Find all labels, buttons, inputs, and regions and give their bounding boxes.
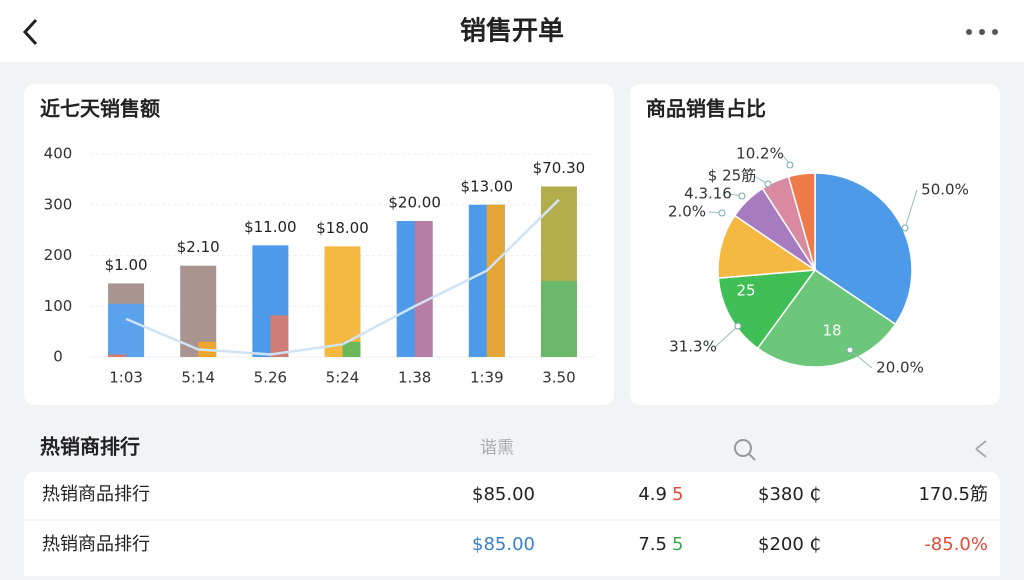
pie-annotation: 50.0% bbox=[921, 181, 969, 199]
pie-slice bbox=[787, 172, 816, 271]
x-tick-label: 1:03 bbox=[109, 369, 143, 387]
ranking-card bbox=[24, 472, 1000, 580]
search-icon[interactable] bbox=[734, 439, 756, 461]
x-tick-label: 5.26 bbox=[254, 369, 287, 387]
y-tick-label: 0 bbox=[53, 348, 63, 366]
pie-slice bbox=[756, 268, 897, 368]
row-cell: $85.00 bbox=[472, 484, 535, 505]
x-tick-label: 5:24 bbox=[326, 369, 360, 387]
pie-annotation: 10.2% bbox=[736, 145, 784, 163]
y-tick-label: 400 bbox=[44, 145, 73, 163]
row-cell: 5 bbox=[672, 484, 683, 505]
trend-line bbox=[125, 198, 560, 356]
pie-annotation: 31.3% bbox=[669, 338, 717, 356]
pie-annotation: 18 bbox=[822, 322, 841, 340]
section-title: 热销商排行 bbox=[40, 435, 140, 459]
leader-dot bbox=[734, 322, 742, 330]
leader-dot bbox=[738, 192, 746, 200]
pie-annotation: 25 bbox=[736, 282, 755, 300]
leader-dot bbox=[764, 180, 772, 188]
y-tick-label: 300 bbox=[44, 195, 73, 213]
leader-line bbox=[849, 349, 873, 369]
row-cell: $85.00 bbox=[472, 534, 535, 555]
pie-slice bbox=[717, 214, 818, 279]
row-cell: -85.0% bbox=[924, 534, 988, 555]
bar-annotation: $2.10 bbox=[177, 238, 220, 256]
row-cell: 4.9 bbox=[638, 484, 667, 505]
leader-line bbox=[904, 189, 918, 229]
row-cell: 170.5筋 bbox=[918, 484, 988, 505]
bar-card bbox=[24, 84, 614, 405]
row-cell: 热销商品排行 bbox=[42, 484, 150, 505]
pie-annotation: 4.3.16 bbox=[684, 185, 732, 203]
row-cell: 热销商品排行 bbox=[42, 534, 150, 555]
x-tick-label: 5:14 bbox=[181, 369, 215, 387]
bar bbox=[108, 354, 127, 357]
bar bbox=[414, 220, 433, 357]
more-button[interactable] bbox=[966, 29, 998, 35]
x-tick-label: 1.38 bbox=[398, 369, 431, 387]
bar-annotation: $13.00 bbox=[461, 177, 514, 195]
bar-annotation: $20.00 bbox=[388, 193, 441, 211]
leader-dot bbox=[786, 161, 794, 169]
card-title: 商品销售占比 bbox=[646, 97, 766, 121]
x-tick-label: 3.50 bbox=[542, 369, 575, 387]
column-header[interactable]: 谐熏 bbox=[480, 438, 514, 458]
leader-dot bbox=[846, 346, 854, 354]
top-bar bbox=[0, 0, 1024, 62]
row-cell: $200 ₵ bbox=[758, 534, 821, 555]
leader-dot bbox=[718, 209, 726, 217]
pie-annotation: 20.0% bbox=[876, 359, 924, 377]
bar-annotation: $11.00 bbox=[244, 218, 297, 236]
bar-annotation: $70.30 bbox=[533, 159, 586, 177]
bar bbox=[486, 204, 505, 357]
x-tick-label: 1:39 bbox=[470, 369, 504, 387]
page-title: 销售开单 bbox=[460, 16, 564, 47]
row-cell: $380 ₵ bbox=[758, 484, 821, 505]
leader-line bbox=[714, 325, 739, 348]
bar-annotation: $18.00 bbox=[316, 219, 369, 237]
bar-annotation: $1.00 bbox=[105, 256, 148, 274]
bar bbox=[324, 246, 361, 357]
pie-annotation: 2.0% bbox=[668, 203, 706, 221]
bar bbox=[342, 341, 361, 357]
bar bbox=[540, 280, 577, 357]
row-cell: 5 bbox=[672, 534, 683, 555]
back-button[interactable] bbox=[22, 18, 38, 46]
share-icon[interactable] bbox=[975, 440, 987, 458]
bar bbox=[108, 303, 145, 357]
y-tick-label: 100 bbox=[44, 297, 73, 315]
y-tick-label: 200 bbox=[44, 246, 73, 264]
row-cell: 7.5 bbox=[638, 534, 667, 555]
bar bbox=[270, 315, 289, 357]
pie-slice bbox=[814, 172, 913, 326]
pie-annotation: $ 25筋 bbox=[708, 167, 756, 185]
leader-dot bbox=[901, 224, 909, 232]
pie-slice bbox=[717, 269, 817, 350]
card-title: 近七天销售额 bbox=[40, 97, 160, 121]
